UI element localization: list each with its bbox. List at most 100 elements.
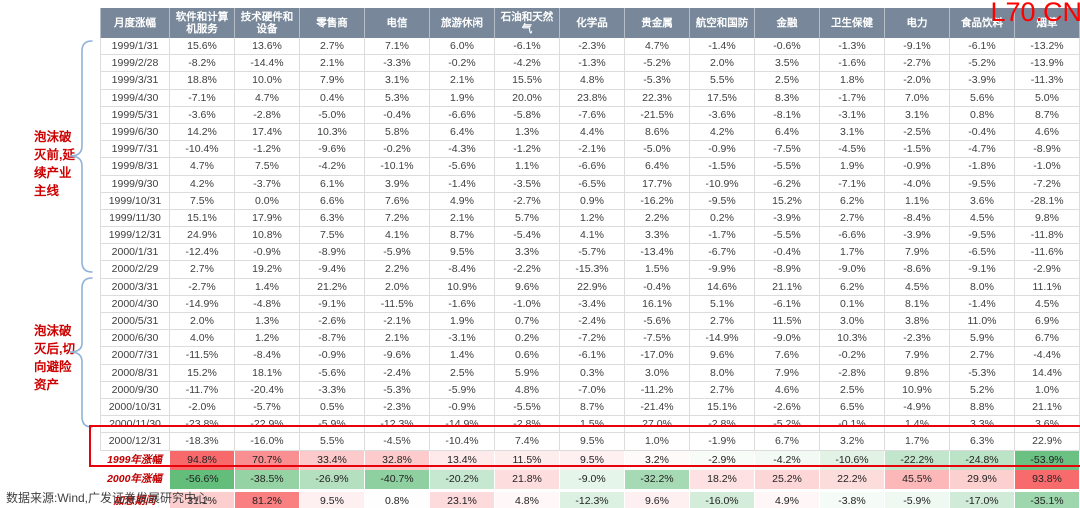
date-cell: 1999/12/31 (100, 227, 170, 244)
brace-pre-bubble-icon (69, 40, 93, 273)
value-cell: -3.1% (820, 106, 885, 123)
summary-value-cell: -4.2% (755, 450, 820, 470)
value-cell: -21.4% (625, 398, 690, 416)
value-cell: 1.0% (625, 433, 690, 450)
value-cell: -0.2% (430, 55, 495, 72)
value-cell: 6.4% (755, 123, 820, 141)
value-cell: -9.1% (300, 295, 365, 312)
value-cell: 15.1% (690, 398, 755, 416)
value-cell: 5.5% (300, 433, 365, 450)
value-cell: -5.2% (625, 55, 690, 72)
value-cell: 3.1% (885, 106, 950, 123)
column-header: 电信 (365, 8, 430, 38)
value-cell: -4.5% (365, 433, 430, 450)
summary-value-cell: 22.2% (820, 469, 885, 489)
value-cell: 3.6% (1015, 416, 1080, 433)
summary-value-cell: 33.4% (300, 450, 365, 470)
summary-label: 2000年涨幅 (100, 469, 170, 489)
value-cell: 6.3% (950, 433, 1015, 450)
summary-value-cell: 70.7% (235, 450, 300, 470)
value-cell: 8.3% (755, 89, 820, 106)
value-cell: 9.6% (495, 278, 560, 295)
date-cell: 2000/11/30 (100, 416, 170, 433)
value-cell: -5.2% (950, 55, 1015, 72)
value-cell: 16.1% (625, 295, 690, 312)
value-cell: 17.9% (235, 209, 300, 227)
value-cell: 9.5% (430, 244, 495, 261)
value-cell: 6.0% (430, 38, 495, 55)
value-cell: 6.1% (300, 175, 365, 192)
value-cell: 9.8% (1015, 209, 1080, 227)
summary-value-cell: 13.4% (430, 450, 495, 470)
value-cell: 10.3% (300, 123, 365, 141)
value-cell: -1.8% (950, 158, 1015, 175)
value-cell: 3.0% (625, 364, 690, 381)
value-cell: 1.4% (885, 416, 950, 433)
value-cell: -4.7% (950, 141, 1015, 158)
value-cell: -0.4% (950, 123, 1015, 141)
table-row: 1999/2/28 -8.2% -14.4% 2.1% -3.3% -0.2% -4.2% -… (100, 55, 1080, 73)
value-cell: -9.5% (950, 175, 1015, 192)
value-cell: -1.4% (690, 38, 755, 55)
date-cell: 1999/7/31 (100, 141, 170, 158)
value-cell: -3.3% (365, 55, 430, 72)
value-cell: 18.8% (170, 72, 235, 89)
value-cell: -12.3% (365, 416, 430, 433)
value-cell: 8.7% (430, 227, 495, 244)
value-cell: -6.6% (430, 106, 495, 123)
value-cell: 1.1% (495, 158, 560, 175)
value-cell: -3.7% (235, 175, 300, 192)
value-cell: -13.9% (1015, 55, 1080, 72)
value-cell: -8.1% (755, 106, 820, 123)
value-cell: -6.6% (820, 227, 885, 244)
value-cell: 21.1% (755, 278, 820, 295)
value-cell: -2.7% (495, 192, 560, 209)
value-cell: -0.9% (690, 141, 755, 158)
value-cell: -8.2% (170, 55, 235, 72)
value-cell: 2.1% (430, 209, 495, 227)
summary-row: 2000年涨幅 -56.6% -38.5% -26.9% -40.7% -20.2% 21.… (100, 469, 1080, 489)
value-cell: 4.8% (495, 381, 560, 398)
table-row: 1999/7/31 -10.4% -1.2% -9.6% -0.2% -4.3% -1.2%… (100, 141, 1080, 159)
value-cell: -2.9% (1015, 261, 1080, 278)
value-cell: 3.3% (950, 416, 1015, 433)
summary-value-cell: 93.8% (1015, 469, 1080, 489)
value-cell: -12.4% (170, 244, 235, 261)
value-cell: 15.2% (755, 192, 820, 209)
summary-value-cell: -22.2% (885, 450, 950, 470)
brace-post-bubble-icon (69, 277, 93, 428)
value-cell: -5.9% (430, 381, 495, 398)
value-cell: 3.2% (820, 433, 885, 450)
date-cell: 1999/5/31 (100, 106, 170, 123)
value-cell: -0.1% (820, 416, 885, 433)
value-cell: 6.6% (300, 192, 365, 209)
sector-table: 月度涨幅 软件和计算机服务 技术硬件和设备 零售商 电信 旅游休闲 石油和天然气 化学品 贵金属… (100, 8, 1080, 508)
value-cell: 8.0% (690, 364, 755, 381)
table-row: 2000/3/31 -2.7% 1.4% 21.2% 2.0% 10.9% 9.6% 22.9… (100, 278, 1080, 296)
value-cell: 2.5% (755, 72, 820, 89)
value-cell: 4.5% (1015, 295, 1080, 312)
value-cell: -0.2% (820, 347, 885, 364)
source-note: 数据来源:Wind,广发证券发展研究中心 (6, 491, 209, 505)
value-cell: 1.5% (560, 416, 625, 433)
value-cell: -0.4% (755, 244, 820, 261)
value-cell: -1.3% (820, 38, 885, 55)
value-cell: 6.2% (820, 192, 885, 209)
table-row: 2000/5/31 2.0% 1.3% -2.6% -2.1% 1.9% 0.7% -2.4%… (100, 313, 1080, 331)
table-row: 1999/11/30 15.1% 17.9% 6.3% 7.2% 2.1% 5.7% 1.2%… (100, 209, 1080, 228)
value-cell: -9.5% (950, 227, 1015, 244)
value-cell: -0.9% (300, 347, 365, 364)
summary-label: 1999年涨幅 (100, 450, 170, 470)
value-cell: -2.8% (495, 416, 560, 433)
value-cell: -20.4% (235, 381, 300, 398)
table-row: 2000/10/31 -2.0% -5.7% 0.5% -2.3% -0.9% -5.5% 8… (100, 398, 1080, 417)
value-cell: 3.0% (820, 313, 885, 330)
value-cell: -5.9% (365, 244, 430, 261)
summary-value-cell: 9.5% (300, 491, 365, 508)
value-cell: 10.9% (885, 381, 950, 398)
value-cell: 6.5% (820, 398, 885, 416)
annotation-post-bubble: 泡沫破灭后,切向避险资产 (34, 324, 75, 393)
value-cell: -9.6% (365, 347, 430, 364)
value-cell: -16.2% (625, 192, 690, 209)
value-cell: -3.5% (495, 175, 560, 192)
